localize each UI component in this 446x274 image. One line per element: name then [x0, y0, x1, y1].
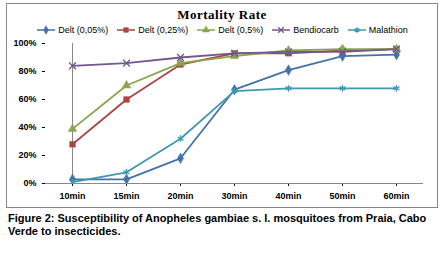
svg-text:60min: 60min — [383, 191, 409, 201]
html-text:Bendiocarb: Bendiocarb — [293, 25, 339, 35]
svg-text:40%: 40% — [18, 122, 36, 132]
svg-text:10min: 10min — [59, 191, 85, 201]
html-text:Figure 2: Susceptibility of An: Figure 2: Susceptibility of Anopheles ga… — [8, 212, 427, 237]
svg-text:60%: 60% — [18, 94, 36, 104]
svg-text:40min: 40min — [275, 191, 301, 201]
svg-text:80%: 80% — [18, 66, 36, 76]
html-text:Delt (0,5%): Delt (0,5%) — [218, 25, 264, 35]
svg-text:15min: 15min — [113, 191, 139, 201]
svg-text:20%: 20% — [18, 150, 36, 160]
html-text:Delt (0,05%): Delt (0,05%) — [58, 25, 109, 35]
svg-text:30min: 30min — [221, 191, 247, 201]
html-text:Delt (0,25%): Delt (0,25%) — [138, 25, 189, 35]
svg-text:20min: 20min — [167, 191, 193, 201]
svg-text:100%: 100% — [13, 38, 36, 48]
svg-text:0%: 0% — [23, 178, 36, 188]
svg-text:50min: 50min — [329, 191, 355, 201]
html-text:Malathion: Malathion — [368, 25, 408, 35]
html-text:Mortality Rate: Mortality Rate — [177, 7, 267, 22]
